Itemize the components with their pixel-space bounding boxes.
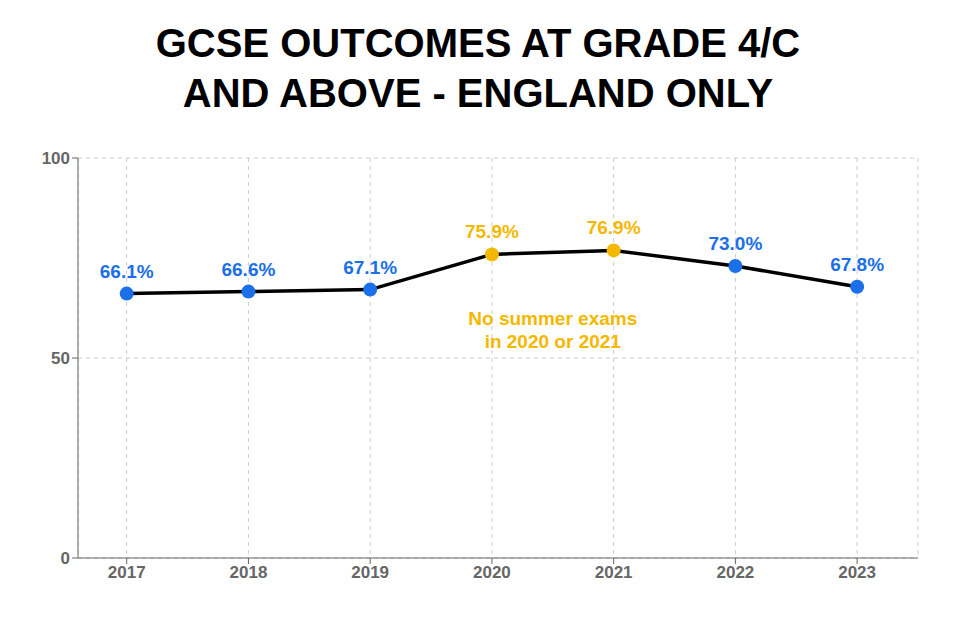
html-text:AND ABOVE - ENGLAND ONLY: AND ABOVE - ENGLAND ONLY [182, 71, 774, 115]
svg-text:0: 0 [61, 549, 70, 568]
svg-text:50: 50 [51, 349, 70, 368]
svg-text:76.9%: 76.9% [587, 217, 641, 238]
svg-text:2020: 2020 [473, 563, 511, 582]
svg-text:2018: 2018 [230, 563, 268, 582]
svg-text:No summer examsin 2020 or 2021: No summer examsin 2020 or 2021 [468, 308, 637, 352]
svg-text:2021: 2021 [595, 563, 633, 582]
svg-text:66.1%: 66.1% [100, 261, 154, 282]
svg-text:2023: 2023 [838, 563, 876, 582]
svg-text:75.9%: 75.9% [465, 221, 519, 242]
svg-text:67.1%: 67.1% [343, 257, 397, 278]
svg-text:66.6%: 66.6% [221, 259, 275, 280]
svg-text:2017: 2017 [108, 563, 146, 582]
svg-text:2022: 2022 [716, 563, 754, 582]
svg-text:73.0%: 73.0% [708, 233, 762, 254]
svg-text:100: 100 [42, 149, 70, 168]
html-text:GCSE OUTCOMES AT GRADE 4/C: GCSE OUTCOMES AT GRADE 4/C [155, 21, 801, 65]
svg-text:67.8%: 67.8% [830, 254, 884, 275]
svg-text:2019: 2019 [351, 563, 389, 582]
